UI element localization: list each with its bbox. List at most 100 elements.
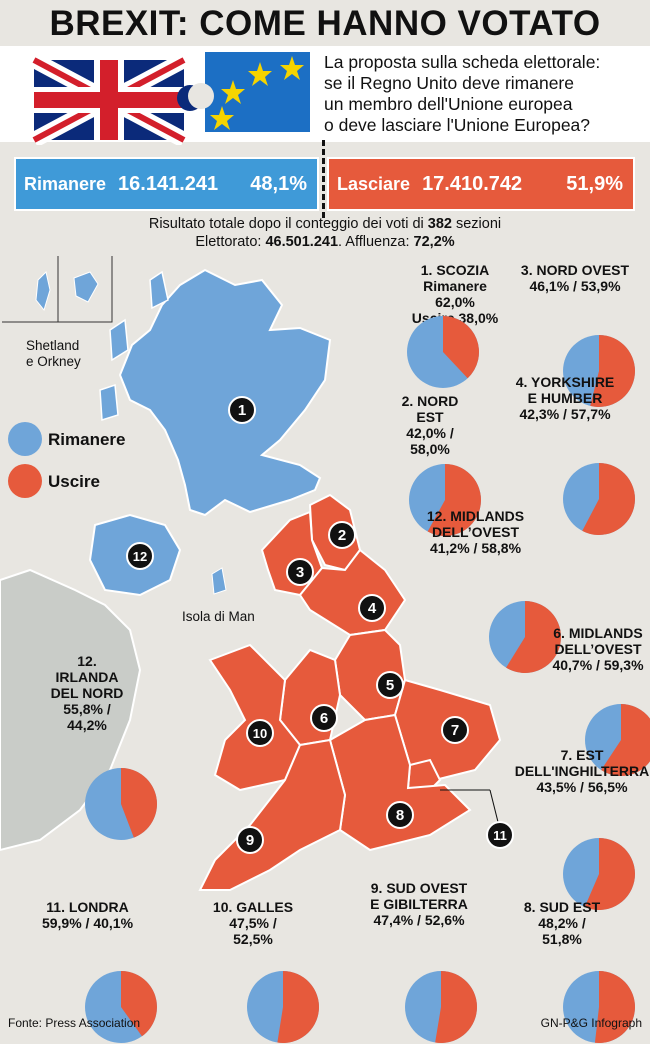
- pie-slice-leave: [277, 971, 320, 1043]
- map-marker-number: 3: [296, 564, 304, 581]
- region-stats-6: 6. MIDLANDS DELL’OVEST 40,7% / 59,3%: [538, 625, 650, 673]
- region-title: E GIBILTERRA: [370, 896, 468, 912]
- region-title: 4. YORKSHIRE: [515, 374, 615, 390]
- region-percentages: 42,3% / 57,7%: [519, 406, 611, 422]
- turnout-value: 72,2%: [413, 234, 455, 250]
- region-title: 3. NORD OVEST: [520, 262, 630, 278]
- pie-slice-leave: [121, 971, 157, 1037]
- region-title: 6. MIDLANDS: [553, 625, 643, 641]
- map-marker-1: 1: [228, 396, 256, 424]
- electorate-summary: Elettorato: 46.501.241. Affluenza: 72,2%: [0, 234, 650, 250]
- region-title: 10. GALLES: [212, 899, 294, 915]
- region-percentages: 47,5% / 52,5%: [229, 915, 277, 947]
- pie-slice-leave: [584, 838, 635, 910]
- leave-percent: 51,9%: [566, 172, 623, 195]
- summary-text: . Affluenza:: [338, 234, 414, 250]
- region-pie-2: [409, 464, 481, 536]
- pie-slice-leave: [590, 335, 635, 407]
- map-marker-5: 5: [376, 671, 404, 699]
- map-marker-4: 4: [358, 594, 386, 622]
- flags-puzzle-illustration: [30, 52, 310, 145]
- pie-slice-leave: [594, 971, 635, 1043]
- page-title: BREXIT: COME HANNO VOTATO: [49, 4, 601, 43]
- map-marker-10: 10: [246, 719, 274, 747]
- region-percentages: Rimanere 62,0%: [423, 278, 487, 310]
- remain-votes: 16.141.241: [118, 172, 219, 195]
- map-marker-number: 10: [253, 726, 267, 741]
- map-marker-2: 2: [328, 521, 356, 549]
- shetland-inset-frame: [2, 256, 113, 323]
- map-marker-number: 1: [238, 402, 246, 419]
- region-stats-10: 10. GALLES 47,5% / 52,5%: [208, 899, 298, 947]
- region-percentages: 47,4% / 52,6%: [373, 912, 465, 928]
- map-marker-number: 2: [338, 527, 346, 544]
- region-pie-12: [85, 768, 157, 840]
- pie-slice-leave: [121, 768, 157, 838]
- map-marker-number: 12: [133, 549, 147, 564]
- pie-slice-leave: [582, 463, 635, 535]
- map-marker-11: 11: [486, 821, 514, 849]
- ballot-question: La proposta sulla scheda elettorale: se …: [324, 52, 644, 136]
- map-marker-number: 9: [246, 832, 254, 849]
- isle-of-man-label: Isola di Man: [182, 609, 255, 624]
- region-pie-1: [407, 316, 479, 388]
- region-pie-10: [247, 971, 320, 1043]
- region-pie-3: [563, 335, 635, 407]
- summary-text: Elettorato:: [195, 234, 266, 250]
- pie-slice-leave: [506, 601, 561, 673]
- region-south-west: [198, 738, 347, 891]
- result-divider: [322, 140, 325, 218]
- shetland-label-line: e Orkney: [26, 354, 81, 369]
- map-marker-number: 7: [451, 722, 459, 739]
- region-percentages: 48,2% / 51,8%: [538, 915, 586, 947]
- remain-result-bar: Rimanere 16.141.241 48,1%: [14, 157, 319, 211]
- isle-of-man: [211, 567, 227, 595]
- leave-result-bar: Lasciare 17.410.742 51,9%: [327, 157, 635, 211]
- region-title: DELL'INGHILTERRA: [514, 763, 650, 779]
- region-stats-12: 12. IRLANDA DEL NORD 55,8% / 44,2%: [42, 653, 132, 733]
- remain-legend-label: Rimanere: [48, 430, 126, 449]
- region-pie-4: [563, 463, 635, 535]
- uk-flag-icon: [30, 52, 203, 145]
- source-credit: Fonte: Press Association: [8, 1016, 141, 1030]
- region-stats-1: 1. SCOZIA Rimanere 62,0% Uscire 38,0%: [405, 262, 505, 326]
- region-title: 2. NORD EST: [401, 393, 459, 425]
- region-title: 11. LONDRA: [46, 899, 129, 915]
- region-stats-2: 2. NORD EST 42,0% / 58,0%: [390, 393, 470, 457]
- shetland-label-line: Shetland: [26, 338, 80, 353]
- region-stats-8: 8. SUD EST 48,2% / 51,8%: [517, 899, 607, 947]
- region-title: 9. SUD OVEST: [370, 880, 468, 896]
- map-marker-number: 5: [386, 677, 394, 694]
- remain-legend-swatch: [8, 422, 42, 456]
- region-percentages: 55,8% / 44,2%: [63, 701, 111, 733]
- region-title: 12. MIDLANDS: [426, 508, 525, 524]
- region-title: 7. EST: [560, 747, 604, 763]
- map-marker-number: 8: [396, 807, 404, 824]
- question-line: o deve lasciare l'Unione Europea?: [324, 115, 591, 135]
- region-title: 1. SCOZIA: [420, 262, 490, 278]
- region-wales: [208, 643, 302, 792]
- pie-slice-leave: [427, 464, 481, 536]
- remain-percent: 48,1%: [250, 172, 307, 195]
- region-pie-9: [405, 971, 477, 1043]
- count-summary: Risultato totale dopo il conteggio dei v…: [0, 216, 650, 232]
- leave-legend-swatch: [8, 464, 42, 498]
- region-stats-3: 3. NORD OVEST 46,1% / 53,9%: [520, 262, 630, 294]
- region-pie-11: [85, 971, 157, 1043]
- region-title: 12.: [77, 653, 97, 669]
- scotland-islands: [99, 270, 169, 421]
- region-title: DELL’OVEST: [554, 641, 642, 657]
- leave-legend-label: Uscire: [48, 472, 100, 491]
- eu-flag-icon: [188, 52, 310, 132]
- region-percentages: 41,2% / 58,8%: [429, 540, 522, 556]
- map-marker-3: 3: [286, 558, 314, 586]
- region-stats-4: 4. YORKSHIRE E HUMBER 42,3% / 57,7%: [515, 374, 615, 422]
- map-marker-6: 6: [310, 704, 338, 732]
- map-marker-7: 7: [441, 716, 469, 744]
- map-marker-number: 4: [368, 600, 377, 617]
- leave-votes: 17.410.742: [422, 172, 523, 195]
- pie-slice-leave: [443, 316, 479, 379]
- region-title: DELL’OVEST: [431, 524, 520, 540]
